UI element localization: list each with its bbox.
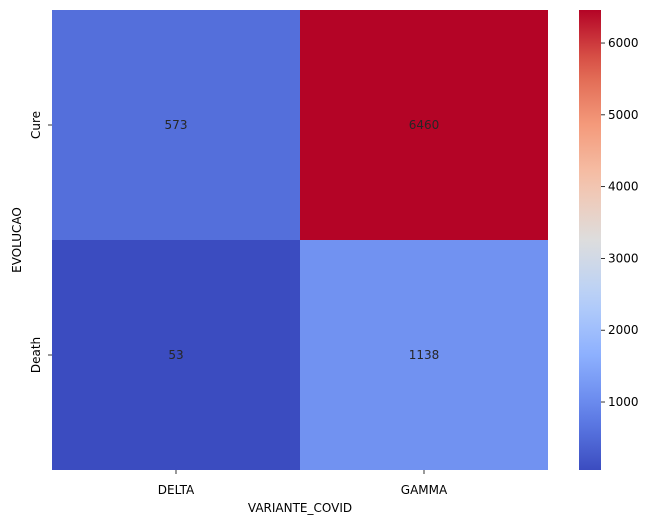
colorbar-tick-label: 4000 <box>608 180 639 194</box>
colorbar-gradient <box>579 10 601 470</box>
y-tick-label: Death <box>29 337 43 373</box>
colorbar-tick-label: 6000 <box>608 36 639 50</box>
colorbar: 1000 2000 3000 4000 5000 6000 <box>579 10 639 470</box>
x-axis-label: VARIANTE_COVID <box>248 501 352 515</box>
y-axis-label: EVOLUCAO <box>10 207 24 273</box>
heatmap-cells <box>52 10 548 470</box>
cell-annotations: 573 6460 53 1138 <box>165 118 440 362</box>
x-axis: DELTA GAMMA <box>158 470 448 497</box>
cell-value-label: 53 <box>168 348 183 362</box>
x-tick-label: DELTA <box>158 483 195 497</box>
colorbar-tick-label: 1000 <box>608 395 639 409</box>
y-tick-label: Cure <box>29 111 43 139</box>
heatmap-cell <box>300 10 548 240</box>
colorbar-tick-label: 2000 <box>608 323 639 337</box>
cell-value-label: 6460 <box>409 118 440 132</box>
cell-value-label: 1138 <box>409 348 440 362</box>
y-axis: Cure Death <box>29 111 52 373</box>
heatmap-cell <box>52 240 300 470</box>
x-tick-label: GAMMA <box>401 483 448 497</box>
heatmap-cell <box>52 10 300 240</box>
cell-value-label: 573 <box>165 118 188 132</box>
colorbar-tick-label: 3000 <box>608 251 639 265</box>
colorbar-tick-label: 5000 <box>608 108 639 122</box>
heatmap-cell <box>300 240 548 470</box>
